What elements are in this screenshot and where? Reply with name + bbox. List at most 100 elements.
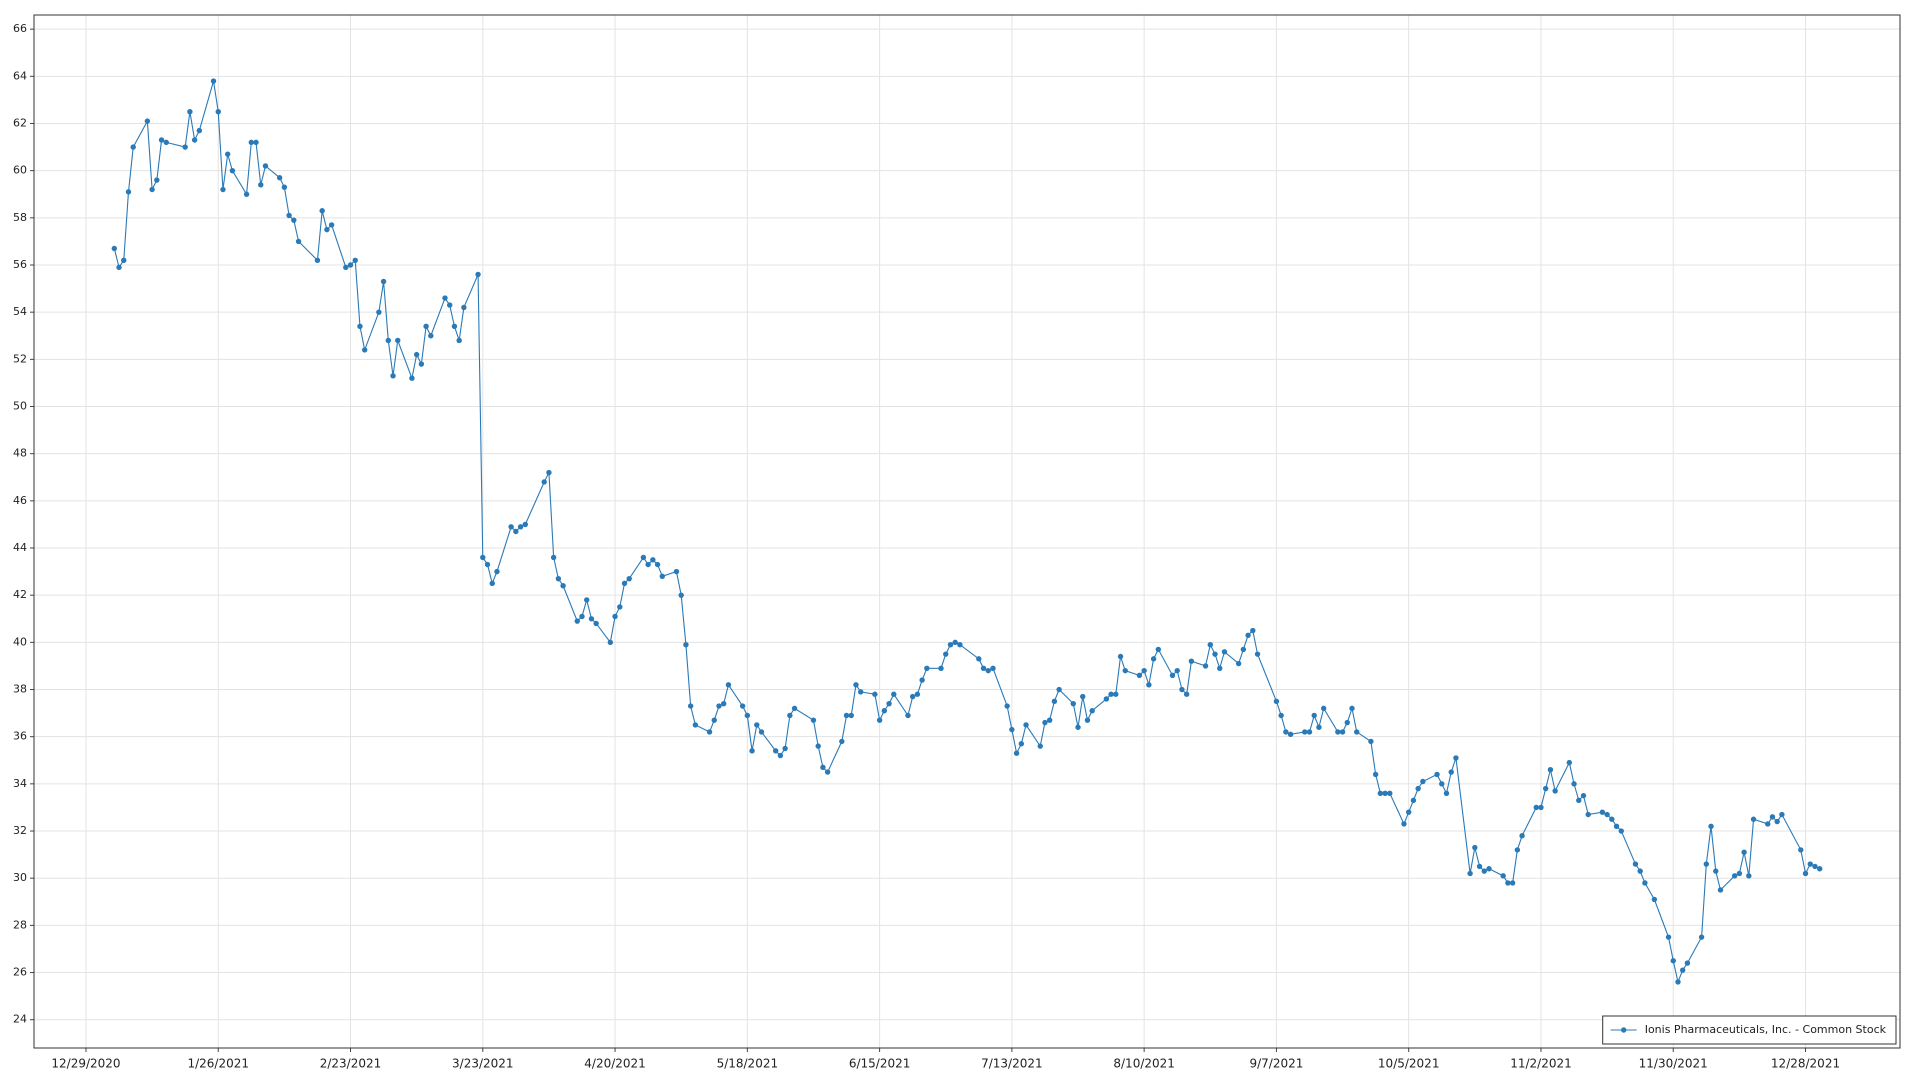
data-point [125,189,132,195]
data-point [428,333,434,339]
data-point [357,323,363,330]
data-point [839,738,845,745]
data-point [706,729,713,735]
data-point [1335,729,1341,735]
data-point [286,212,292,219]
x-tick-label: 8/10/2021 [1113,1057,1175,1071]
data-point [782,745,788,752]
data-point [1080,693,1086,700]
data-point [976,656,982,662]
data-point [990,665,996,671]
data-point [980,665,987,671]
data-point [1169,672,1176,679]
data-point [1146,682,1152,688]
data-point [513,528,519,535]
data-point [262,163,269,169]
data-point [858,689,864,695]
data-point [1481,868,1487,874]
x-tick-label: 2/23/2021 [320,1057,382,1071]
data-point [1812,863,1818,870]
data-point [1467,870,1473,877]
data-point [1278,712,1284,719]
data-point [1174,667,1180,674]
data-point [938,665,944,671]
data-point [1117,653,1124,660]
data-point [380,278,387,285]
data-point [291,217,297,223]
data-point [1287,731,1294,738]
plot-frame [33,14,1901,1049]
data-point [1217,665,1223,671]
data-point [1075,724,1081,730]
data-point [423,323,429,330]
legend: Ionis Pharmaceuticals, Inc. - Common Sto… [1602,1015,1897,1045]
data-point [574,618,580,624]
x-tick-label: 3/23/2021 [452,1057,514,1071]
data-point [1240,646,1247,653]
data-point [1415,785,1421,792]
data-point [617,604,623,610]
data-point [872,691,878,697]
x-tick-label: 11/30/2021 [1639,1057,1708,1071]
data-point [409,375,415,381]
x-tick-label: 12/29/2020 [51,1057,120,1071]
data-point [475,271,481,278]
y-tick-label: 34 [13,777,27,790]
data-point [886,700,892,707]
y-tick-label: 38 [13,683,27,696]
data-point [1113,691,1119,697]
data-point [721,700,727,707]
data-point [820,764,826,771]
data-point [914,691,921,697]
data-point [1245,632,1251,638]
legend-label: Ionis Pharmaceuticals, Inc. - Common Sto… [1645,1023,1887,1036]
data-point [328,222,335,228]
data-point [1509,880,1516,886]
data-point [1089,708,1095,714]
data-point [484,561,491,568]
data-point [659,573,665,580]
data-point [1618,828,1624,834]
data-point [413,351,420,358]
data-point [1736,870,1743,877]
data-point [1476,863,1483,870]
data-point [451,323,458,330]
data-point [253,139,259,146]
data-point [1410,797,1417,804]
data-point [276,175,283,181]
data-point [1519,833,1525,839]
data-point [418,361,425,367]
data-point [1769,814,1776,820]
y-tick-label: 26 [13,966,27,979]
x-tick-label: 4/20/2021 [584,1057,646,1071]
data-point [1183,691,1190,697]
data-point [1155,646,1162,653]
data-point [1235,660,1242,667]
data-point [947,642,954,648]
data-point [1642,880,1648,886]
data-point [1372,771,1379,778]
data-point [215,108,221,115]
data-point [824,769,831,775]
data-point [1684,960,1691,966]
data-point [1731,873,1738,879]
data-point [281,184,288,190]
data-point [295,238,302,245]
x-tick-label: 5/18/2021 [717,1057,779,1071]
data-point [258,182,264,188]
y-tick-label: 24 [13,1013,27,1026]
data-point [985,667,991,674]
data-point [905,712,911,719]
data-point [1500,873,1506,879]
data-point [1150,656,1157,662]
data-point [1387,790,1393,796]
data-point [1273,698,1280,705]
data-point [1779,811,1785,818]
data-point [1670,958,1676,964]
data-point [1703,861,1710,867]
data-point [1665,934,1672,940]
x-tick-label: 10/5/2021 [1378,1057,1440,1071]
data-point [1368,738,1374,745]
data-point [758,729,765,735]
